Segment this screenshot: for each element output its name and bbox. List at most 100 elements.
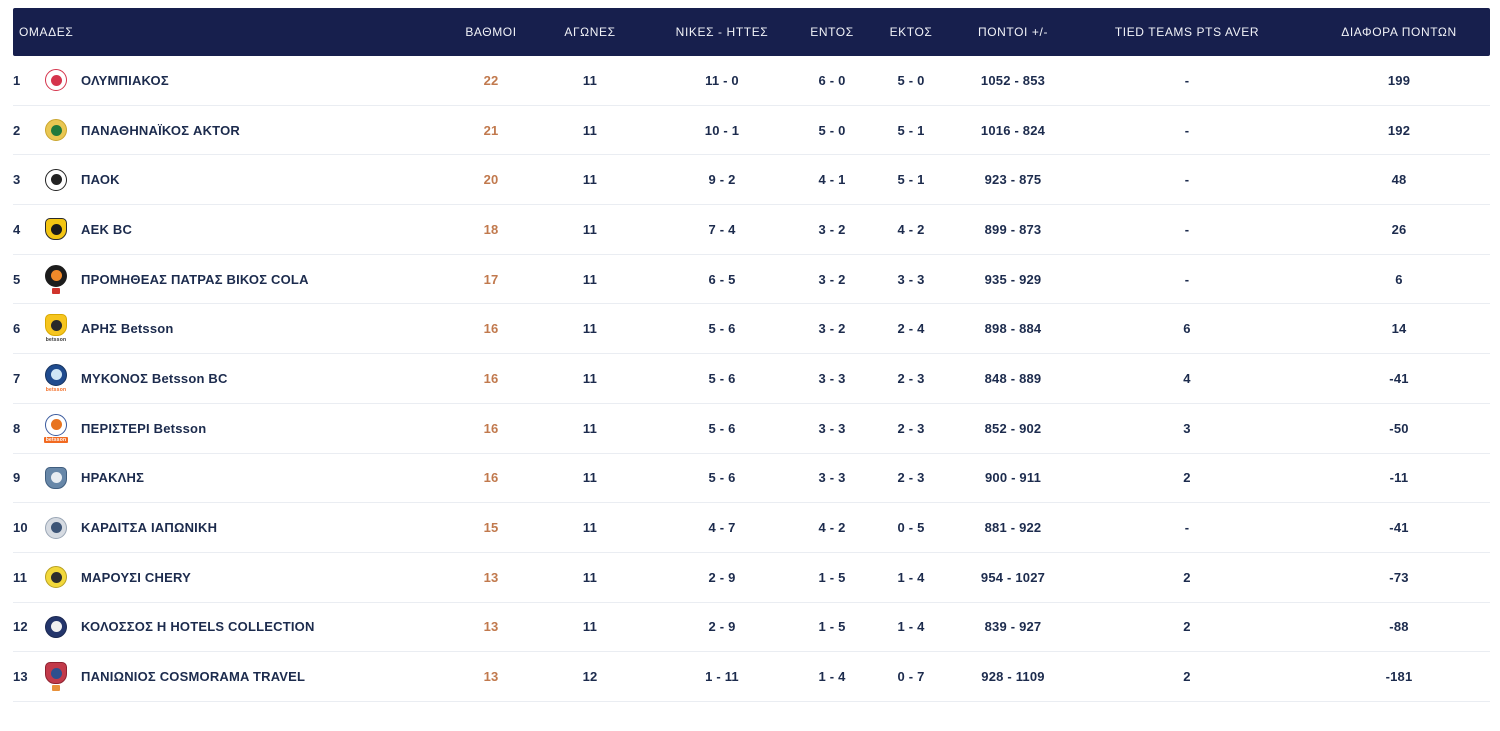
away-record-value: 0 - 5 [897,520,925,536]
table-row: 12 ΚΟΛΟΣΣΟΣ Η HOTELS COLLECTION 13 11 2 … [13,603,1490,653]
iraklis-logo[interactable] [44,466,68,489]
away-record-value: 5 - 1 [897,172,925,188]
home-record-value: 5 - 0 [818,122,846,138]
team-crest-glyph [50,369,62,381]
team-name[interactable]: ΠΑΝΙΩΝΙΟΣ COSMORAMA TRAVEL [81,669,306,685]
maroussi-logo[interactable] [44,566,68,589]
home-record-value: 3 - 2 [818,321,846,337]
wins-losses-value: 10 - 1 [704,122,740,138]
wins-losses-value: 5 - 6 [708,420,736,436]
panathinaikos-logo[interactable] [44,119,68,142]
table-row: 5 ΠΡΟΜΗΘΕΑΣ ΠΑΤΡΑΣ ΒΙΚΟΣ COLA 17 11 6 - … [13,255,1490,305]
wins-losses-value: 2 - 9 [708,619,736,635]
wins-losses-value: 1 - 11 [705,669,739,685]
team-crest-glyph [50,124,62,136]
games-value: 11 [582,221,598,237]
games-value: 11 [582,569,598,585]
points-for-against-value: 848 - 889 [984,370,1042,386]
away-record-value: 1 - 4 [897,569,925,585]
rank-number: 8 [13,420,21,436]
tied-teams-value: - [1184,122,1190,138]
mykonos-logo[interactable]: betsson [44,363,68,393]
away-record-value: 0 - 7 [897,669,925,685]
aek-logo[interactable] [44,218,68,241]
aris-logo[interactable]: betsson [44,314,68,343]
team-name[interactable]: ΜΥΚΟΝΟΣ Betsson BC [81,370,228,386]
points-for-against-value: 899 - 873 [984,221,1042,237]
team-name[interactable]: ΚΟΛΟΣΣΟΣ Η HOTELS COLLECTION [81,619,315,635]
home-record-value: 3 - 3 [818,370,846,386]
team-name[interactable]: ΗΡΑΚΛΗΣ [81,470,145,486]
team-name[interactable]: ΠΑΝΑΘΗΝΑΪΚΟΣ AKTOR [81,122,240,138]
points-for-against-value: 852 - 902 [984,420,1042,436]
point-diff-value: -11 [1389,470,1409,486]
column-header-away: ΕΚΤΟΣ [889,25,933,39]
olympiacos-logo[interactable] [44,69,68,92]
paok-logo[interactable] [44,168,68,191]
games-value: 11 [582,72,598,88]
team-name[interactable]: ΜΑΡΟΥΣΙ CHERY [81,569,191,585]
points-for-against-value: 900 - 911 [984,470,1041,486]
team-cell: 6 betsson ΑΡΗΣ Betsson [13,314,446,343]
team-name[interactable]: ΠΡΟΜΗΘΕΑΣ ΠΑΤΡΑΣ ΒΙΚΟΣ COLA [81,271,309,287]
team-crest-icon [45,413,67,436]
table-row: 4 ΑΕΚ BC 18 11 7 - 4 3 - 2 4 - 2 899 - 8… [13,205,1490,255]
point-diff-value: 14 [1391,321,1407,337]
panionios-logo[interactable] [44,662,68,692]
kolossos-logo[interactable] [44,615,68,638]
table-row: 6 betsson ΑΡΗΣ Betsson 16 11 5 - 6 3 - 2… [13,304,1490,355]
away-record-value: 2 - 4 [897,321,925,337]
home-record-value: 1 - 4 [818,669,846,685]
team-name[interactable]: ΠΕΡΙΣΤΕΡΙ Betsson [81,420,207,436]
team-sponsor-label [51,287,61,294]
tied-teams-value: - [1184,271,1190,287]
column-header-tied-teams: TIED TEAMS PTS AVER [1114,25,1260,39]
points-value: 16 [483,321,499,337]
column-header-points-for-against: ΠΟΝΤΟΙ +/- [977,25,1049,39]
wins-losses-value: 5 - 6 [708,470,736,486]
games-value: 11 [582,520,598,536]
home-record-value: 3 - 3 [818,420,846,436]
points-value: 16 [483,420,499,436]
peristeri-logo[interactable]: betsson [43,413,69,443]
team-name[interactable]: ΚΑΡΔΙΤΣΑ ΙΑΠΩΝΙΚΗ [81,520,218,536]
point-diff-value: -50 [1389,420,1409,436]
point-diff-value: 199 [1387,72,1411,88]
table-row: 3 ΠΑΟΚ 20 11 9 - 2 4 - 1 5 - 1 923 - 875… [13,155,1490,206]
team-crest-icon [45,264,67,287]
points-for-against-value: 954 - 1027 [980,569,1046,585]
team-crest-glyph [50,667,62,679]
team-crest-glyph [50,419,62,431]
team-cell: 4 ΑΕΚ BC [13,218,446,241]
points-for-against-value: 928 - 1109 [981,669,1045,685]
games-value: 11 [582,619,598,635]
karditsa-logo[interactable] [44,516,68,539]
away-record-value: 1 - 4 [897,619,925,635]
tied-teams-value: - [1184,221,1190,237]
points-value: 21 [483,122,499,138]
rank-number: 7 [13,370,21,386]
column-header-home: ΕΝΤΟΣ [810,25,854,39]
promitheas-logo[interactable] [44,264,68,294]
point-diff-value: -73 [1389,569,1409,585]
tied-teams-value: 3 [1183,420,1191,436]
team-name[interactable]: ΑΡΗΣ Betsson [81,321,174,337]
team-cell: 12 ΚΟΛΟΣΣΟΣ Η HOTELS COLLECTION [13,615,446,638]
rank-number: 1 [13,72,21,88]
team-name[interactable]: ΑΕΚ BC [81,221,133,237]
points-for-against-value: 898 - 884 [984,321,1042,337]
team-crest-icon [45,314,67,337]
table-body: 1 ΟΛΥΜΠΙΑΚΟΣ 22 11 11 - 0 6 - 0 5 - 0 10… [13,56,1490,702]
team-name[interactable]: ΟΛΥΜΠΙΑΚΟΣ [81,72,169,88]
team-crest-icon [45,69,67,92]
rank-number: 3 [13,172,21,188]
away-record-value: 3 - 3 [897,271,925,287]
points-for-against-value: 881 - 922 [984,520,1042,536]
games-value: 11 [582,470,598,486]
team-name[interactable]: ΠΑΟΚ [81,172,120,188]
games-value: 11 [582,370,598,386]
team-crest-icon [45,168,67,191]
points-for-against-value: 935 - 929 [984,271,1042,287]
column-header-teams: ΟΜΑΔΕΣ [19,25,74,39]
points-value: 13 [483,619,499,635]
